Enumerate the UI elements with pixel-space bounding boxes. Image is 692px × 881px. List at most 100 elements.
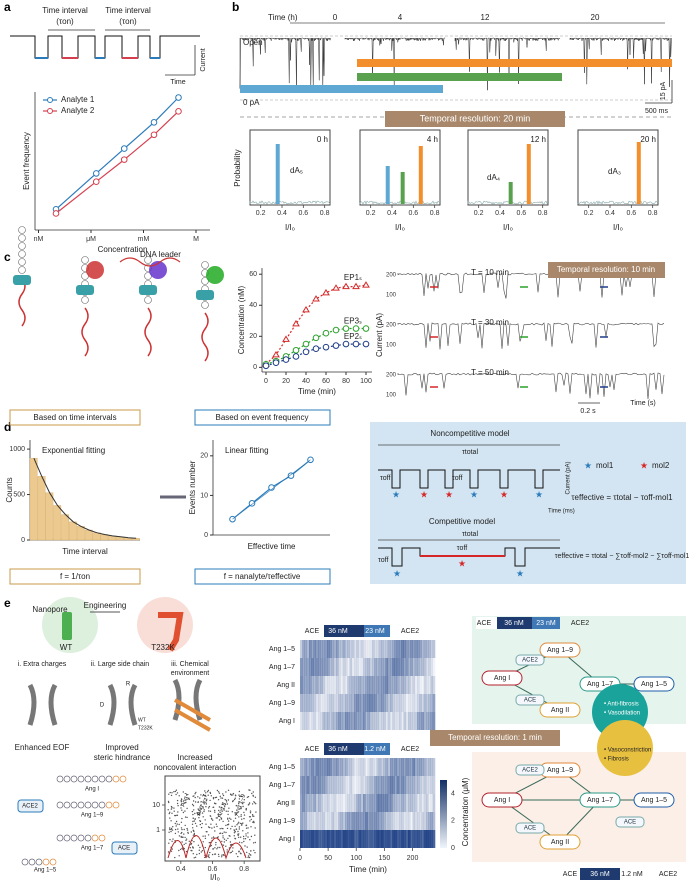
event-dot: [185, 850, 188, 853]
event-dot: [215, 823, 217, 825]
heat-cell: [428, 830, 431, 848]
series-label: EP2ₛ: [344, 332, 362, 341]
heat-cell: [358, 640, 362, 658]
event-dot: [207, 834, 210, 836]
event-dot: [172, 826, 174, 828]
heat-cell: [423, 694, 427, 712]
heat-cell: [322, 712, 326, 730]
heat-cell: [394, 676, 398, 694]
heat-cell: [390, 758, 393, 776]
row-label: Ang 1–9: [269, 700, 295, 707]
event-dot: [169, 811, 171, 813]
heat-cell: [369, 776, 373, 794]
residue: [119, 775, 127, 783]
label-box: [194, 409, 331, 426]
current-trace: [454, 37, 561, 91]
analyte-bar: [357, 59, 672, 67]
event-dot: [232, 792, 235, 795]
label: Temporal resolution: 1 min: [448, 733, 542, 742]
baseline-noise: [467, 200, 549, 205]
heat-cell: [360, 712, 364, 730]
residue: [28, 858, 36, 866]
label: Ang I: [85, 787, 99, 793]
event-dot: [241, 842, 243, 844]
node-label: Ang II: [551, 839, 569, 846]
label: τoff: [380, 475, 390, 482]
heat-cell: [392, 812, 395, 830]
event-dot: [242, 830, 244, 832]
heat-cell: [363, 812, 366, 830]
label: Temporal resolution: 20 min: [420, 113, 531, 123]
heat-cell: [378, 640, 382, 658]
label: mol2: [652, 461, 670, 470]
enzyme-box: [615, 816, 645, 828]
heat-cell: [320, 758, 323, 776]
heat-cell: [410, 676, 413, 694]
heat-cell: [374, 758, 377, 776]
event-dot: [252, 815, 254, 817]
event-dot: [238, 851, 240, 853]
heat-cell: [428, 676, 431, 694]
heat-cell: [423, 640, 427, 658]
strip-label: 1.2 nM: [621, 871, 643, 878]
star: ★: [535, 489, 543, 499]
current-trace: [397, 322, 665, 350]
event-dot: [195, 791, 197, 794]
event-dot: [175, 825, 177, 827]
dna-strand: [18, 277, 26, 327]
event-dot: [170, 820, 172, 822]
heat-cell: [378, 658, 382, 676]
event-dot: [192, 820, 194, 823]
event-dot: [254, 802, 256, 804]
residue: [105, 801, 113, 809]
heat-cell: [329, 812, 332, 830]
event-dot: [243, 811, 245, 814]
heat-cell: [392, 758, 395, 776]
event-dot: [225, 845, 227, 847]
dna-strand: [144, 307, 152, 357]
event-dot: [180, 821, 183, 823]
heat-cell: [356, 776, 359, 794]
heat-cell: [399, 758, 402, 776]
event-dot: [196, 825, 198, 827]
event-dot: [183, 828, 185, 831]
event-dot: [181, 831, 183, 834]
event-dot: [212, 836, 215, 838]
y-axis-label: Concentration (nM): [237, 285, 246, 354]
heat-cell: [313, 640, 317, 658]
heat-cell: [354, 812, 357, 830]
heat-cell: [356, 794, 359, 812]
heat-cell: [376, 830, 380, 848]
legend-label: Analyte 2: [61, 106, 95, 115]
heat-cell: [401, 712, 404, 730]
label: f = nanalyte/τeffective: [224, 572, 301, 581]
bar: [45, 492, 54, 541]
heat-cell: [417, 712, 420, 730]
row-label: Ang I: [279, 718, 295, 725]
heat-cell: [414, 776, 418, 794]
event-dot: [188, 797, 190, 799]
heat-cell: [405, 676, 409, 694]
event-dot: [207, 789, 210, 792]
event-dot: [220, 806, 222, 808]
event-dot: [212, 798, 215, 800]
heat-cell: [365, 794, 368, 812]
heat-cell: [367, 812, 371, 830]
heat-cell: [414, 694, 418, 712]
star: ★: [392, 489, 400, 499]
heat-cell: [423, 794, 427, 812]
tick-label: 0.8: [239, 866, 249, 873]
x-axis-label: Effective time: [248, 542, 296, 551]
heat-cell: [396, 776, 400, 794]
label: Time (ms): [548, 509, 575, 515]
event-dot: [175, 789, 178, 791]
event-dot: [211, 853, 214, 856]
colorbar: [440, 780, 447, 848]
row-label: Ang 1–7: [269, 664, 295, 671]
heat-cell: [423, 758, 427, 776]
heat-cell: [405, 830, 409, 848]
node-label: Ang 1–7: [587, 681, 613, 688]
heat-cell: [381, 776, 384, 794]
label: τtotal: [462, 449, 478, 456]
event-dot: [238, 801, 240, 803]
